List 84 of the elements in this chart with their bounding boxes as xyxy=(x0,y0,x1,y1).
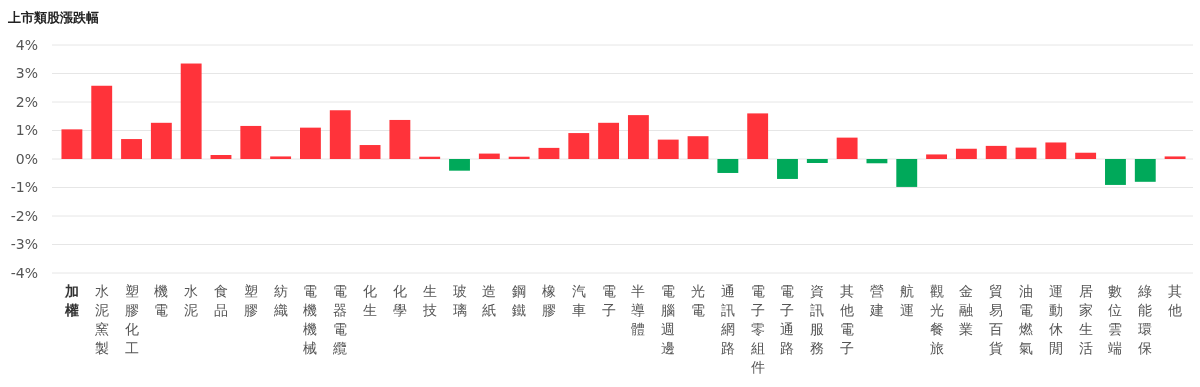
bar xyxy=(300,127,321,159)
x-tick-label: 光電 xyxy=(691,283,706,318)
y-tick-label: 1% xyxy=(15,122,38,139)
bar xyxy=(836,137,858,159)
x-tick-label: 電子 xyxy=(601,283,616,318)
x-tick-label: 塑膠 xyxy=(243,283,258,318)
y-tick-label: 2% xyxy=(15,93,38,110)
y-tick-label: 0% xyxy=(15,150,38,167)
x-tick-label: 造紙 xyxy=(482,283,497,318)
chart-title: 上市類股漲跌幅 xyxy=(7,10,99,25)
x-tick-label: 其他 xyxy=(1168,283,1183,318)
bar xyxy=(806,159,828,163)
bar xyxy=(240,125,262,159)
x-tick-label: 航運 xyxy=(899,283,914,318)
y-tick-label: -1% xyxy=(10,179,38,196)
bar xyxy=(717,159,739,173)
x-tick-label: 營建 xyxy=(868,283,884,318)
x-tick-label: 運動休閒 xyxy=(1048,283,1063,356)
y-tick-label: -2% xyxy=(10,207,38,224)
x-tick-label: 化學 xyxy=(392,283,407,318)
x-tick-label: 電機機械 xyxy=(303,283,318,356)
y-tick-label: 3% xyxy=(15,65,38,82)
bar xyxy=(866,159,888,164)
bar xyxy=(747,113,769,159)
x-tick-label: 鋼鐵 xyxy=(512,283,527,318)
bar xyxy=(896,159,918,187)
x-tick-label: 貿易百貨 xyxy=(989,283,1004,356)
x-tick-label: 居家生活 xyxy=(1078,283,1093,356)
x-tick-label: 塑膠化工 xyxy=(124,283,139,356)
bar xyxy=(1015,147,1037,159)
bar xyxy=(359,145,381,159)
x-tick-label: 半導體 xyxy=(631,283,646,337)
x-tick-label: 汽車 xyxy=(571,283,586,318)
bar xyxy=(1134,159,1156,182)
x-tick-label: 紡織 xyxy=(272,283,288,318)
x-tick-label: 金融業 xyxy=(959,283,974,337)
bar xyxy=(538,147,560,159)
x-tick-label: 通訊網路 xyxy=(719,283,735,356)
bar xyxy=(449,159,470,171)
x-tick-label: 觀光餐旅 xyxy=(929,283,944,356)
bar xyxy=(150,122,172,159)
bar xyxy=(985,145,1007,159)
bar xyxy=(478,153,500,159)
bar xyxy=(955,148,977,159)
x-tick-label: 加權 xyxy=(63,283,79,318)
bar xyxy=(1105,159,1126,185)
bar xyxy=(777,159,798,179)
y-tick-label: -4% xyxy=(10,264,38,281)
bar xyxy=(329,110,351,159)
x-tick-label: 電子通路 xyxy=(780,283,795,356)
x-tick-label: 油電燃氣 xyxy=(1019,283,1034,356)
bar xyxy=(270,156,292,159)
y-tick-label: 4% xyxy=(15,36,38,53)
bar xyxy=(1075,152,1097,159)
bar xyxy=(180,63,202,159)
bar xyxy=(61,129,83,159)
x-tick-label: 生技 xyxy=(421,283,437,318)
x-tick-label: 機電 xyxy=(154,283,169,318)
x-tick-label: 化生 xyxy=(363,283,378,318)
x-tick-label: 其他電子 xyxy=(840,283,855,356)
x-tick-label: 食品 xyxy=(213,283,228,318)
x-tick-label: 水泥 xyxy=(184,283,199,318)
bar xyxy=(1164,156,1186,159)
x-tick-label: 數位雲端 xyxy=(1108,283,1123,356)
bar xyxy=(121,139,142,159)
bar xyxy=(210,155,232,159)
x-tick-label: 橡膠 xyxy=(541,283,556,318)
x-tick-label: 電子零組件 xyxy=(749,283,765,375)
x-tick-label: 資訊服務 xyxy=(810,283,825,356)
bar xyxy=(627,115,649,159)
x-tick-label: 電器電纜 xyxy=(332,283,348,356)
bar xyxy=(91,85,113,159)
bar xyxy=(389,119,411,159)
y-tick-label: -3% xyxy=(10,236,38,253)
bar xyxy=(1045,142,1067,159)
x-tick-label: 綠能環保 xyxy=(1137,283,1153,356)
bar xyxy=(568,133,590,159)
bar xyxy=(926,154,947,159)
x-tick-label: 電腦週邊 xyxy=(661,283,676,356)
bar xyxy=(598,122,620,159)
x-tick-label: 玻璃 xyxy=(452,283,467,318)
bar xyxy=(687,136,709,159)
bar xyxy=(657,139,679,159)
x-tick-label: 水泥窯製 xyxy=(94,283,109,356)
